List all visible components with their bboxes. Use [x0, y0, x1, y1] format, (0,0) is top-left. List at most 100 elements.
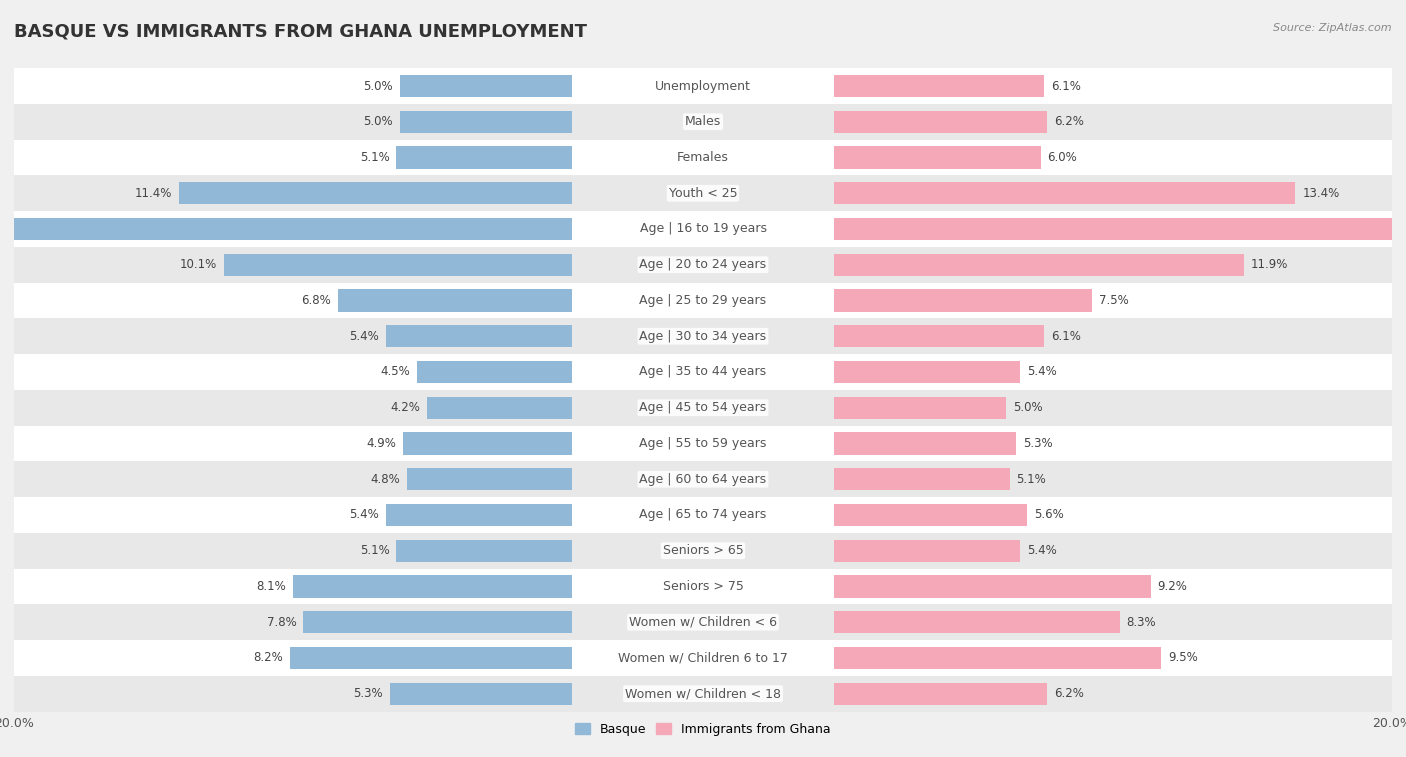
Bar [834, 575, 1150, 597]
Text: 8.1%: 8.1% [256, 580, 287, 593]
Text: 5.4%: 5.4% [1026, 366, 1056, 378]
Text: 5.0%: 5.0% [1012, 401, 1043, 414]
Text: 5.0%: 5.0% [363, 79, 392, 92]
Bar [14, 247, 1392, 282]
Text: 13.4%: 13.4% [1302, 187, 1340, 200]
Bar [14, 676, 1392, 712]
Text: 4.8%: 4.8% [370, 472, 399, 486]
Text: 6.2%: 6.2% [1054, 687, 1084, 700]
Bar [14, 104, 1392, 139]
Text: Age | 16 to 19 years: Age | 16 to 19 years [640, 223, 766, 235]
Text: Age | 25 to 29 years: Age | 25 to 29 years [640, 294, 766, 307]
Bar [14, 425, 1392, 461]
Bar [0, 218, 572, 240]
Bar [399, 111, 572, 132]
Text: 8.2%: 8.2% [253, 652, 283, 665]
Text: Age | 60 to 64 years: Age | 60 to 64 years [640, 472, 766, 486]
Bar [14, 604, 1392, 640]
Text: 6.1%: 6.1% [1050, 79, 1081, 92]
Text: 11.9%: 11.9% [1251, 258, 1288, 271]
Text: Unemployment: Unemployment [655, 79, 751, 92]
Text: 6.1%: 6.1% [1050, 330, 1081, 343]
Bar [834, 146, 1040, 169]
Bar [337, 289, 572, 312]
Text: Source: ZipAtlas.com: Source: ZipAtlas.com [1274, 23, 1392, 33]
Text: Age | 20 to 24 years: Age | 20 to 24 years [640, 258, 766, 271]
Bar [406, 468, 572, 491]
Text: 5.1%: 5.1% [360, 544, 389, 557]
Bar [396, 146, 572, 169]
Bar [14, 569, 1392, 604]
Bar [224, 254, 572, 276]
Text: Females: Females [678, 151, 728, 164]
Text: Seniors > 65: Seniors > 65 [662, 544, 744, 557]
Text: 6.0%: 6.0% [1047, 151, 1077, 164]
Bar [14, 640, 1392, 676]
Text: 5.3%: 5.3% [1024, 437, 1053, 450]
Text: 5.6%: 5.6% [1033, 509, 1063, 522]
Bar [834, 611, 1119, 634]
Text: Seniors > 75: Seniors > 75 [662, 580, 744, 593]
Bar [404, 432, 572, 454]
Text: 4.9%: 4.9% [367, 437, 396, 450]
Text: 7.5%: 7.5% [1099, 294, 1129, 307]
Bar [389, 683, 572, 705]
Bar [14, 139, 1392, 176]
Bar [834, 683, 1047, 705]
Text: 5.4%: 5.4% [350, 509, 380, 522]
Bar [834, 326, 1045, 347]
Text: 6.8%: 6.8% [301, 294, 330, 307]
Bar [292, 575, 572, 597]
Bar [834, 254, 1244, 276]
Bar [180, 182, 572, 204]
Text: 9.5%: 9.5% [1168, 652, 1198, 665]
Text: Age | 45 to 54 years: Age | 45 to 54 years [640, 401, 766, 414]
Bar [834, 218, 1406, 240]
Bar [834, 182, 1295, 204]
Text: 7.8%: 7.8% [267, 615, 297, 629]
Text: Women w/ Children < 6: Women w/ Children < 6 [628, 615, 778, 629]
Bar [834, 432, 1017, 454]
Bar [387, 326, 572, 347]
Text: Women w/ Children 6 to 17: Women w/ Children 6 to 17 [619, 652, 787, 665]
Bar [834, 289, 1092, 312]
Bar [834, 75, 1045, 97]
Text: 5.1%: 5.1% [360, 151, 389, 164]
Text: 6.2%: 6.2% [1054, 115, 1084, 128]
Text: 5.4%: 5.4% [350, 330, 380, 343]
Text: Age | 55 to 59 years: Age | 55 to 59 years [640, 437, 766, 450]
Text: 8.3%: 8.3% [1126, 615, 1156, 629]
Text: 4.5%: 4.5% [381, 366, 411, 378]
Bar [14, 461, 1392, 497]
Bar [418, 361, 572, 383]
Text: 10.1%: 10.1% [180, 258, 218, 271]
Bar [14, 354, 1392, 390]
Text: BASQUE VS IMMIGRANTS FROM GHANA UNEMPLOYMENT: BASQUE VS IMMIGRANTS FROM GHANA UNEMPLOY… [14, 23, 588, 41]
Bar [14, 68, 1392, 104]
Text: Women w/ Children < 18: Women w/ Children < 18 [626, 687, 780, 700]
Text: Age | 65 to 74 years: Age | 65 to 74 years [640, 509, 766, 522]
Bar [834, 468, 1010, 491]
Bar [834, 361, 1019, 383]
Bar [14, 497, 1392, 533]
Bar [14, 390, 1392, 425]
Bar [14, 319, 1392, 354]
Text: Males: Males [685, 115, 721, 128]
Bar [834, 540, 1019, 562]
Text: Youth < 25: Youth < 25 [669, 187, 737, 200]
Bar [14, 211, 1392, 247]
Bar [834, 397, 1007, 419]
Bar [427, 397, 572, 419]
Text: 11.4%: 11.4% [135, 187, 173, 200]
Bar [834, 647, 1161, 669]
Bar [14, 176, 1392, 211]
Bar [14, 282, 1392, 319]
Text: Age | 35 to 44 years: Age | 35 to 44 years [640, 366, 766, 378]
Text: 9.2%: 9.2% [1157, 580, 1188, 593]
Text: 5.0%: 5.0% [363, 115, 392, 128]
Text: 4.2%: 4.2% [391, 401, 420, 414]
Text: Age | 30 to 34 years: Age | 30 to 34 years [640, 330, 766, 343]
Bar [387, 504, 572, 526]
Text: 5.4%: 5.4% [1026, 544, 1056, 557]
Text: 5.1%: 5.1% [1017, 472, 1046, 486]
